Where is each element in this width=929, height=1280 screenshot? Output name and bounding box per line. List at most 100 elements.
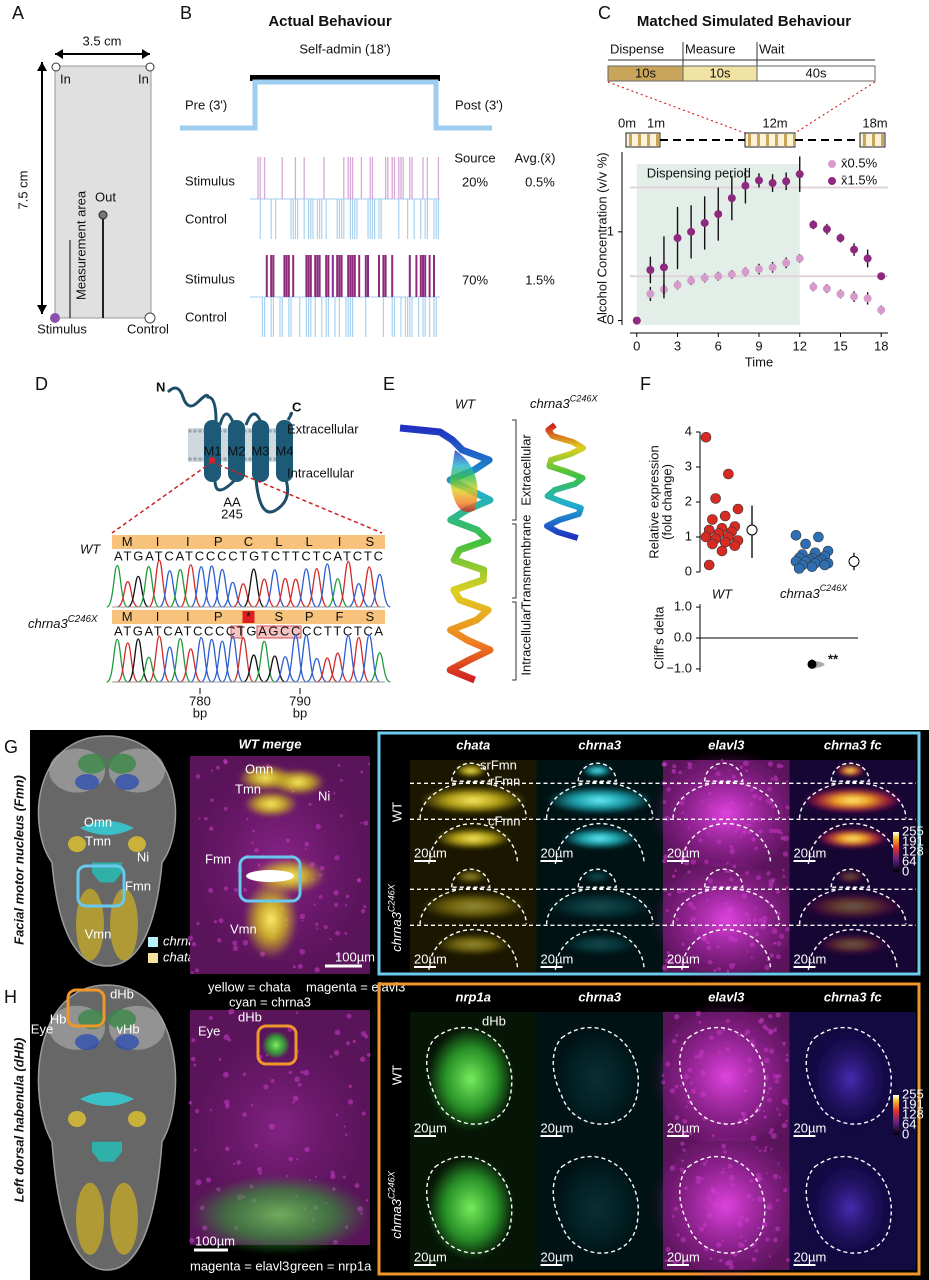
speckle: [223, 758, 228, 764]
data-point: [714, 210, 723, 219]
mean-marker: [848, 556, 860, 567]
lipid: [273, 429, 277, 433]
data-point: [795, 254, 804, 263]
phase-duration: 10s: [635, 65, 656, 80]
helix-label: M4: [275, 443, 293, 458]
allele: C246X: [68, 614, 98, 625]
row-label: Control: [185, 309, 227, 324]
speckle: [188, 1100, 193, 1105]
aa-label: AA: [223, 494, 241, 509]
region-outline: [663, 868, 790, 970]
speckle: [187, 935, 194, 941]
y-axis-title: (fold change): [659, 464, 674, 540]
effect-size: [807, 659, 817, 669]
merge-title: WT merge: [239, 736, 302, 751]
caption: green = nrp1a: [290, 1258, 372, 1273]
chromatogram-peak: [368, 652, 391, 683]
domain-label: Transmembrane: [518, 515, 533, 610]
chromatogram-peak: [169, 569, 192, 608]
region-outline: [805, 1026, 892, 1125]
data-point: [800, 538, 811, 550]
side-label: Extracellular: [287, 421, 359, 436]
data-point: [673, 234, 682, 243]
avg-value: 0.5%: [525, 174, 555, 189]
colorbar: [893, 1095, 899, 1135]
region-label: Omn: [84, 814, 112, 829]
protein-chain: [166, 386, 294, 514]
signal: [799, 892, 906, 921]
chromatogram-peak: [221, 581, 244, 608]
data-point: [632, 316, 641, 325]
source-value: 20%: [462, 174, 488, 189]
signal: [435, 933, 512, 956]
scale-label: 20µm: [667, 951, 700, 966]
chromatogram-peak: [179, 564, 202, 608]
panel-frame: [377, 982, 921, 1276]
signal: [799, 786, 906, 815]
chromatogram-peak: [242, 654, 265, 683]
region-label: Eye: [31, 1021, 53, 1036]
colorbar-label: 255: [902, 1086, 924, 1101]
colorbar-label: 191: [902, 833, 924, 848]
data-point: [707, 514, 718, 525]
genotype-label: WT: [80, 541, 101, 556]
chromatogram-peak: [326, 652, 349, 683]
panel-title: Matched Simulated Behaviour: [637, 13, 851, 30]
data-point: [819, 559, 831, 571]
speckle: [295, 1011, 299, 1014]
row-label: WT: [389, 1065, 404, 1085]
signal: [835, 870, 866, 883]
speckle: [363, 905, 367, 909]
chromatogram-peak: [348, 582, 370, 608]
scale-label: 20µm: [667, 1120, 700, 1135]
signal: [427, 1156, 514, 1260]
timeline-label: 1m: [647, 115, 665, 130]
indel-box: [256, 625, 302, 639]
x-tick-label: 0: [633, 338, 640, 353]
data-point: [806, 561, 818, 573]
scale-label: 20µm: [794, 1120, 827, 1135]
y-axis-title: Cliff's delta: [651, 606, 666, 670]
x-tick-label: 18: [874, 338, 888, 353]
bp-unit: bp: [293, 705, 307, 720]
area-label: Measurement area: [73, 190, 88, 300]
chromatogram-peak: [306, 657, 328, 683]
timeline-stripe: [656, 134, 659, 146]
chromatogram-peak: [116, 581, 139, 608]
region-vmn: [76, 1182, 104, 1255]
phase-duration: 10s: [710, 65, 731, 80]
speckle: [210, 769, 214, 772]
brain-outline: [37, 984, 177, 1271]
data-point: [741, 267, 750, 276]
lipid: [198, 457, 202, 461]
speckle: [346, 1041, 351, 1046]
speckle: [190, 1056, 196, 1062]
panel-letter: G: [4, 737, 18, 757]
helix: [228, 420, 245, 482]
side-band: [0, 730, 30, 1280]
column-header: chrna3: [578, 737, 621, 752]
bp-label: 790: [289, 693, 311, 708]
data-point: [863, 294, 872, 303]
legend-swatch: [148, 937, 158, 947]
chromatogram-peak: [242, 568, 265, 608]
data-point: [714, 272, 723, 281]
speckle: [193, 1063, 197, 1067]
data-point: [729, 540, 741, 552]
region-outline: [552, 1026, 639, 1125]
chromatogram-peak: [326, 578, 349, 608]
region-label: dHb: [238, 1009, 262, 1024]
amino-acid: P: [305, 609, 314, 624]
y-tick-label: 1: [685, 528, 692, 543]
amino-acid: F: [336, 609, 344, 624]
region-green: [108, 753, 136, 774]
region-tmn: [80, 821, 134, 835]
region-outline: [426, 1026, 513, 1125]
panel-letter: B: [180, 3, 192, 23]
column-header: elavl3: [708, 989, 745, 1004]
data-point: [795, 170, 804, 179]
data-point: [822, 225, 831, 234]
data-point: [700, 431, 712, 443]
lipid: [273, 457, 277, 461]
chromatogram-peak: [358, 566, 381, 608]
